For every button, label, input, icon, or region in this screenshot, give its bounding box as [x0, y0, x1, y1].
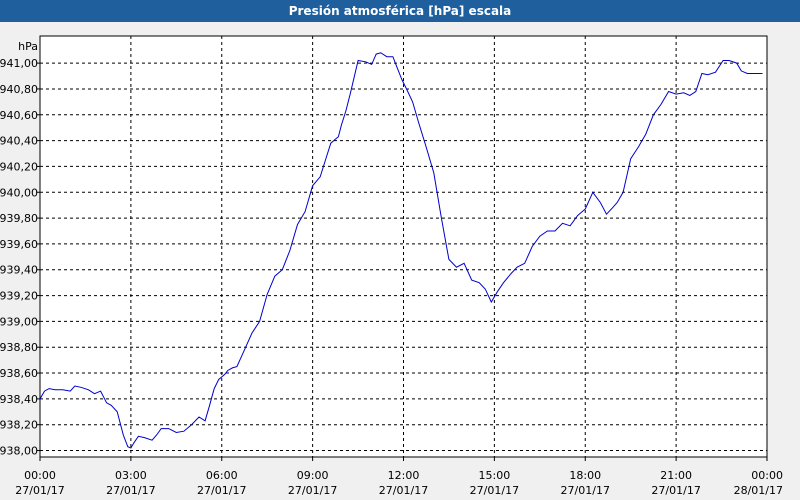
x-tick-date-label: 27/01/17 — [379, 484, 428, 497]
x-tick-date-label: 27/01/17 — [561, 484, 610, 497]
x-tick-date-label: 27/01/17 — [651, 484, 700, 497]
y-tick-label: 939,20 — [0, 290, 38, 303]
x-tick-date-label: 27/01/17 — [197, 484, 246, 497]
x-axis: 00:00 27/01/17 03:00 27/01/17 06:00 27/01/17 0… — [15, 457, 783, 497]
y-tick-label: 938,00 — [0, 445, 38, 458]
x-tick-date-label: 27/01/17 — [470, 484, 519, 497]
pressure-series-line — [39, 52, 763, 449]
y-tick-label: 938,60 — [0, 367, 38, 380]
x-tick-time-label: 00:00 — [751, 469, 783, 482]
x-tick-time-label: 03:00 — [115, 469, 147, 482]
y-tick-label: 939,80 — [0, 212, 38, 225]
chart-title: Presión atmosférica [hPa] escala — [0, 0, 800, 22]
x-tick-time-label: 15:00 — [479, 469, 511, 482]
x-tick-time-label: 12:00 — [388, 469, 420, 482]
y-tick-label: 941,00 — [0, 57, 38, 70]
x-tick-time-label: 06:00 — [206, 469, 238, 482]
x-tick-time-label: 21:00 — [660, 469, 692, 482]
x-tick-date-label: 27/01/17 — [288, 484, 337, 497]
y-tick-label: 940,20 — [0, 160, 38, 173]
y-tick-label: 938,20 — [0, 419, 38, 432]
x-tick-time-label: 00:00 — [24, 469, 56, 482]
y-tick-label: 938,40 — [0, 393, 38, 406]
y-tick-label: 939,00 — [0, 315, 38, 328]
x-tick-date-label: 27/01/17 — [15, 484, 64, 497]
x-tick-time-label: 09:00 — [297, 469, 329, 482]
y-tick-label: 940,60 — [0, 109, 38, 122]
grid — [40, 36, 767, 457]
y-tick-label: 940,80 — [0, 83, 38, 96]
y-axis: 938,00 938,20 938,40 938,60 938,80 939,00 939,… — [0, 57, 40, 458]
x-tick-time-label: 18:00 — [569, 469, 601, 482]
y-tick-label: 940,40 — [0, 135, 38, 148]
x-tick-date-label: 27/01/17 — [106, 484, 155, 497]
y-axis-unit-label: hPa — [18, 40, 38, 53]
x-tick-date-label: 28/01/17 — [734, 484, 783, 497]
y-tick-label: 939,40 — [0, 264, 38, 277]
y-tick-label: 940,00 — [0, 186, 38, 199]
y-tick-label: 938,80 — [0, 341, 38, 354]
y-tick-label: 939,60 — [0, 238, 38, 251]
